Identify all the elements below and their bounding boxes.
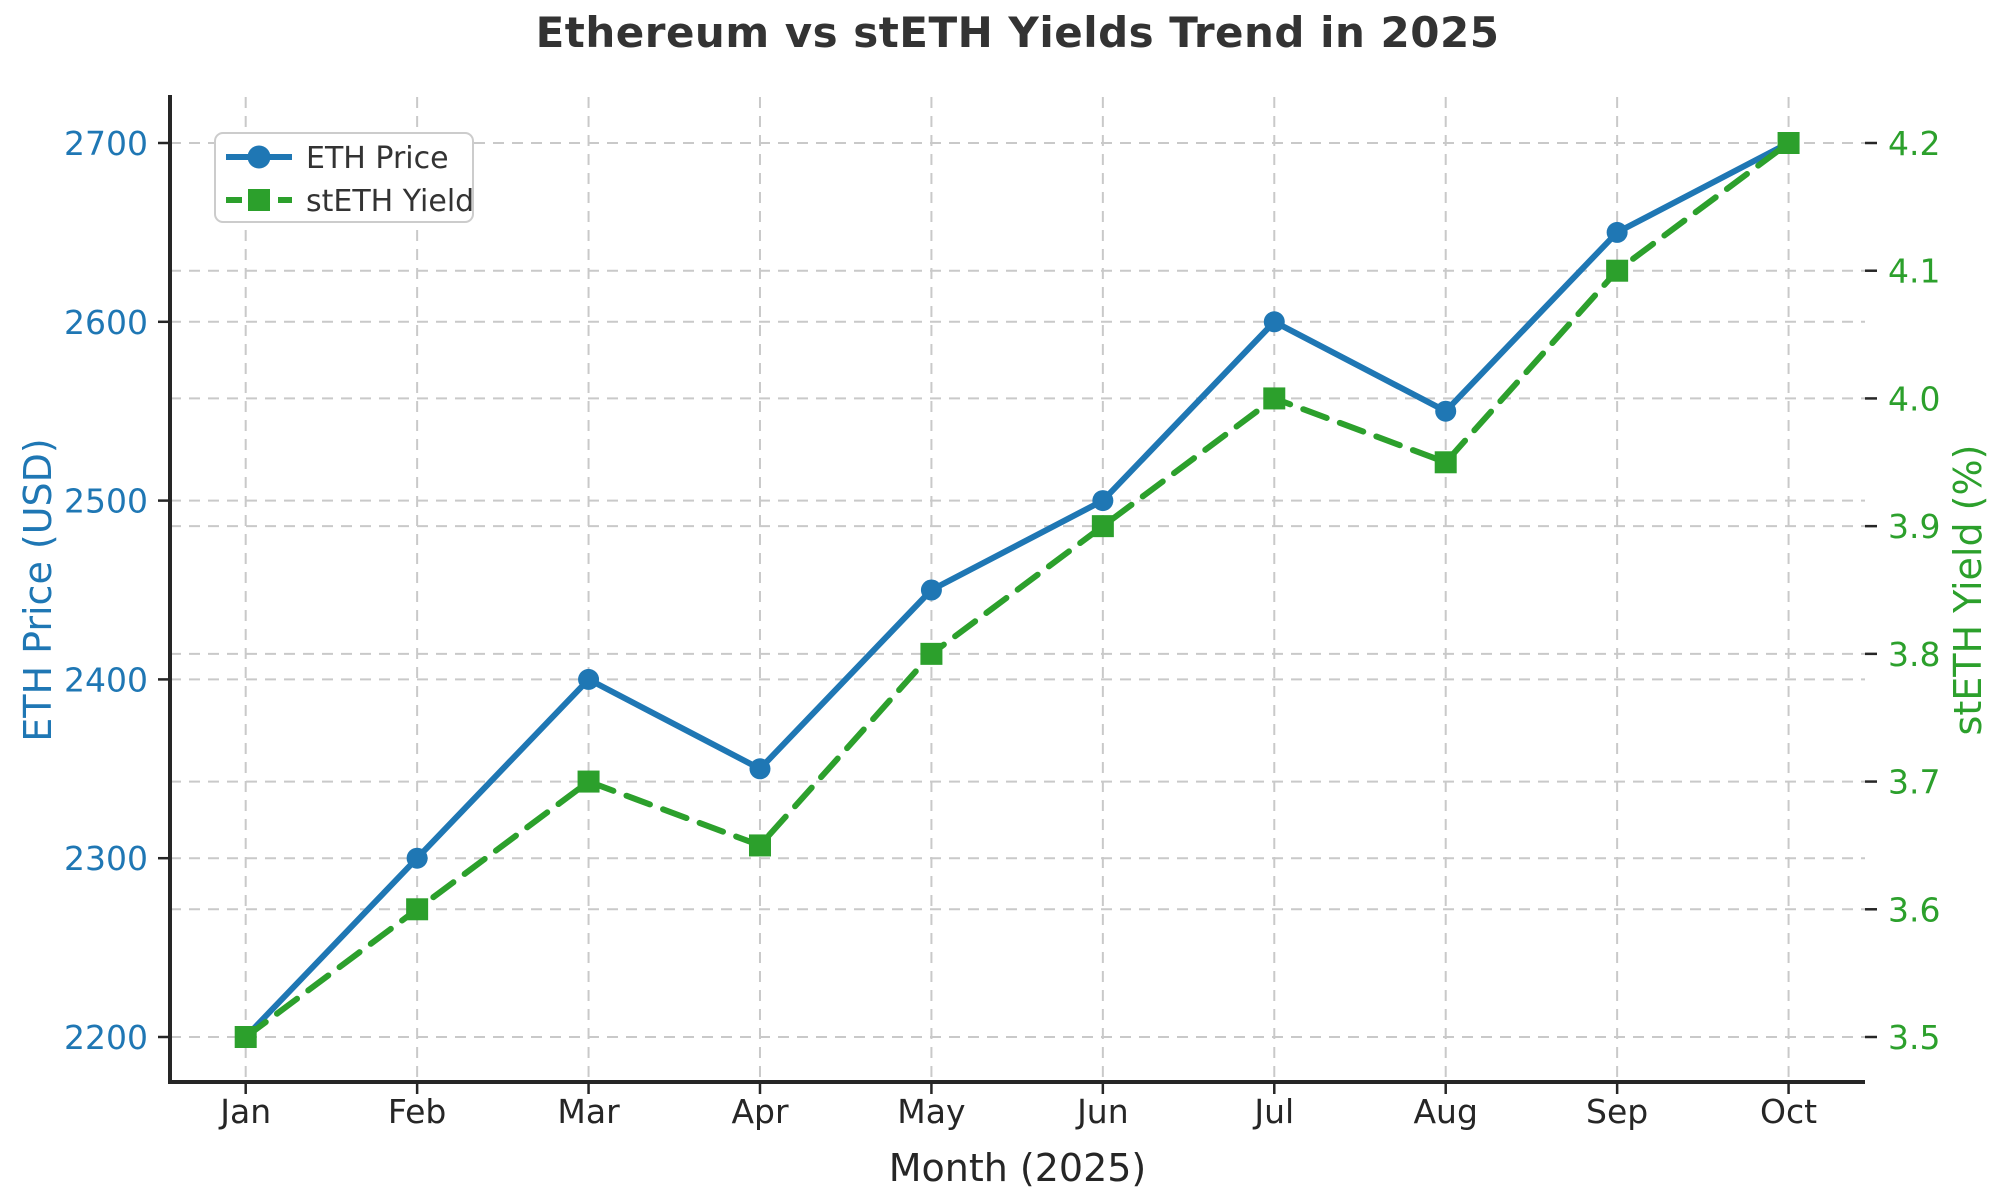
y-tick-label-left: 2400 bbox=[64, 660, 148, 699]
y-axis-label-left: ETH Price (USD) bbox=[16, 438, 60, 742]
data-point-marker-circle bbox=[1092, 490, 1114, 512]
legend-label: stETH Yield bbox=[306, 184, 474, 219]
x-tick-label: Jul bbox=[1252, 1092, 1294, 1131]
y-tick-label-right: 4.1 bbox=[1888, 252, 1940, 291]
y-tick-label-left: 2200 bbox=[64, 1018, 148, 1057]
x-axis-label: Month (2025) bbox=[888, 1146, 1147, 1190]
data-point-marker-circle bbox=[1263, 311, 1285, 333]
eth-price-line bbox=[242, 140, 1792, 1040]
y-tick-label-right: 3.6 bbox=[1888, 890, 1940, 929]
x-tick-label: Feb bbox=[388, 1092, 446, 1131]
y-tick-label-left: 2500 bbox=[64, 482, 148, 521]
y-tick-label-left: 2700 bbox=[64, 124, 148, 163]
chart-title: Ethereum vs stETH Yields Trend in 2025 bbox=[535, 8, 1500, 57]
y-tick-label-right: 4.0 bbox=[1888, 379, 1940, 418]
data-point-marker-square bbox=[1263, 387, 1286, 410]
data-point-marker-circle bbox=[578, 668, 600, 690]
legend-label: ETH Price bbox=[306, 141, 449, 176]
data-point-marker-square bbox=[748, 834, 771, 857]
data-point-marker-square bbox=[234, 1026, 257, 1048]
x-tick-label: Sep bbox=[1586, 1092, 1648, 1131]
legend-marker-circle bbox=[247, 145, 271, 169]
data-point-marker-circle bbox=[749, 758, 771, 780]
data-point-marker-circle bbox=[920, 579, 942, 601]
x-tick-label: Aug bbox=[1413, 1092, 1477, 1131]
data-point-marker-square bbox=[1434, 451, 1457, 474]
data-point-marker-square bbox=[1777, 132, 1800, 154]
data-point-marker-circle bbox=[1435, 400, 1457, 422]
steth-yield-line bbox=[242, 140, 1792, 1040]
x-tick-label: Jan bbox=[218, 1092, 271, 1131]
y-tick-label-left: 2600 bbox=[64, 303, 148, 342]
y-tick-label-right: 4.2 bbox=[1888, 124, 1940, 163]
x-tick-label: Mar bbox=[557, 1092, 620, 1131]
data-point-marker-square bbox=[1606, 259, 1629, 282]
y-tick-label-right: 3.9 bbox=[1888, 507, 1940, 546]
data-point-marker-square bbox=[577, 770, 600, 793]
data-point-marker-circle bbox=[406, 847, 428, 869]
x-tick-label: Oct bbox=[1760, 1092, 1817, 1131]
data-point-marker-circle bbox=[1606, 221, 1628, 243]
legend-marker-square bbox=[248, 189, 270, 211]
y-tick-label-right: 3.8 bbox=[1888, 635, 1940, 674]
x-tick-label: May bbox=[897, 1092, 965, 1131]
y-tick-label-left: 2300 bbox=[64, 839, 148, 878]
data-point-marker-square bbox=[1091, 515, 1114, 538]
x-tick-label: Jun bbox=[1075, 1092, 1129, 1131]
y-tick-label-right: 3.7 bbox=[1888, 763, 1940, 802]
data-point-marker-square bbox=[406, 898, 429, 921]
y-tick-label-right: 3.5 bbox=[1888, 1018, 1940, 1057]
x-tick-label: Apr bbox=[731, 1092, 789, 1131]
y-axis-label-right: stETH Yield (%) bbox=[1946, 444, 1990, 736]
data-point-marker-square bbox=[920, 642, 943, 665]
